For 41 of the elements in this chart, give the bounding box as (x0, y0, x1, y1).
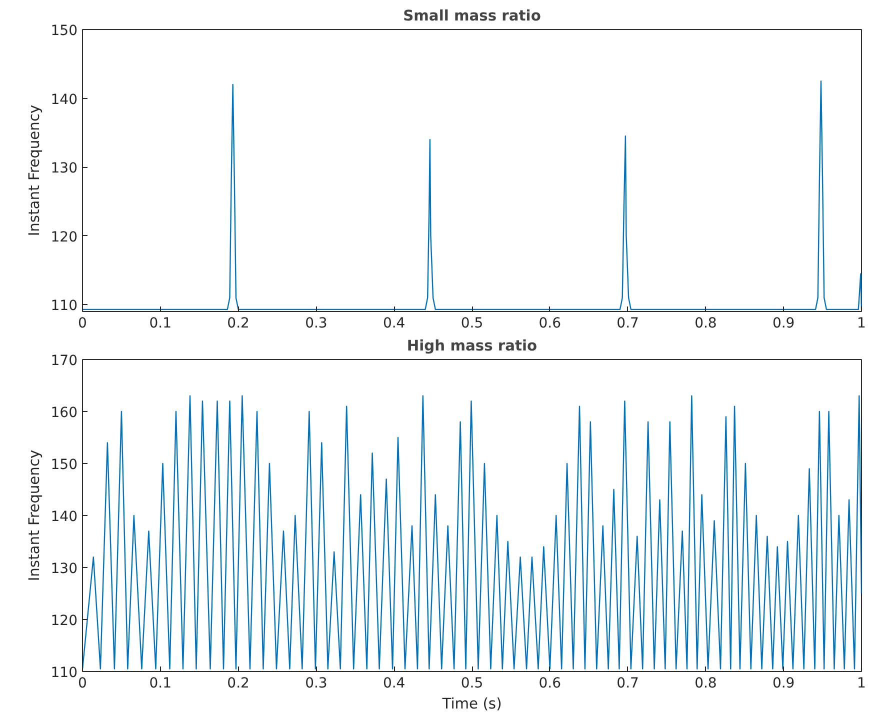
x-tick-label: 0.2 (227, 676, 250, 692)
x-tick-label: 0.5 (460, 316, 484, 332)
x-tick-label: 0.7 (616, 316, 639, 332)
y-tick-label: 150 (50, 23, 78, 39)
y-tick-label: 120 (50, 229, 78, 246)
line-series (82, 80, 862, 310)
x-tick-label: 0.8 (694, 676, 717, 692)
x-tick-label: 1 (857, 676, 866, 692)
x-tick-label: 0 (78, 676, 87, 692)
chart-title: High mass ratio (406, 338, 538, 354)
x-tick-label: 0.9 (772, 676, 795, 692)
x-tick-label: 0.3 (305, 676, 328, 692)
x-tick-label: 0.5 (460, 676, 484, 692)
y-axis-title: Instant Frequency (26, 449, 43, 582)
x-tick-label: 0.4 (382, 316, 406, 332)
y-tick-label: 110 (50, 665, 78, 681)
x-tick-label: 0.8 (694, 316, 717, 332)
x-tick-label: 0.6 (538, 316, 562, 332)
y-tick-label: 140 (50, 92, 78, 108)
x-tick-label: 0.4 (382, 676, 406, 692)
line-series (82, 395, 862, 670)
x-tick-label: 0.3 (305, 316, 328, 332)
x-tick-label: 0.9 (772, 316, 795, 332)
y-tick-label: 110 (50, 298, 78, 314)
y-axis-title: Instant Frequency (26, 104, 43, 236)
x-tick-label: 0.6 (538, 676, 562, 692)
chart-title: Small mass ratio (403, 8, 541, 24)
x-tick-label: 1 (857, 316, 866, 332)
x-tick-label: 0 (78, 316, 87, 332)
y-tick-label: 130 (50, 160, 78, 177)
y-tick-label: 140 (50, 509, 78, 525)
y-tick-label: 130 (50, 561, 78, 577)
y-tick-label: 120 (50, 613, 78, 629)
x-tick-label: 0.2 (227, 316, 250, 332)
x-tick-label: 0.1 (149, 676, 172, 692)
x-tick-label: 0.1 (149, 316, 172, 332)
y-tick-label: 160 (50, 405, 78, 421)
x-axis-title: Time (s) (441, 696, 502, 712)
y-tick-label: 150 (50, 457, 78, 473)
y-tick-label: 170 (50, 353, 78, 369)
x-tick-label: 0.7 (616, 676, 639, 692)
